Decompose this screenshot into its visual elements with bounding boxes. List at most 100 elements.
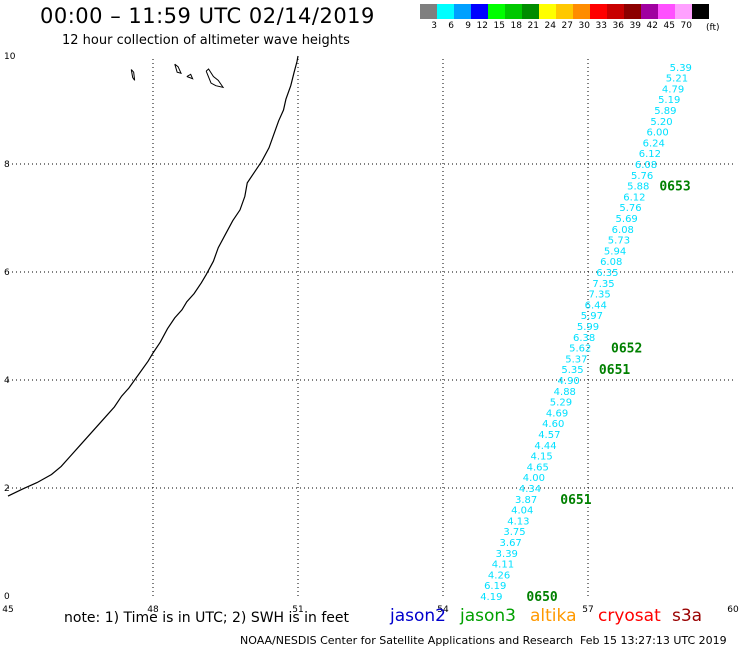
swh-value: 5.76	[619, 203, 641, 214]
swh-value: 6.08	[612, 225, 634, 236]
color-swatch	[488, 4, 505, 19]
color-swatch	[420, 4, 437, 19]
color-swatch	[505, 4, 522, 19]
island-outline	[130, 69, 136, 81]
color-swatch-label: 3	[431, 21, 437, 31]
time-label: 0651	[599, 363, 630, 378]
x-tick-label: 48	[147, 605, 159, 615]
color-swatch	[573, 4, 590, 19]
legend-altika: altika	[530, 606, 577, 626]
swh-value: 5.19	[658, 95, 680, 106]
swh-value: 5.97	[581, 311, 603, 322]
swh-value: 3.67	[500, 538, 522, 549]
color-swatch-label: 70	[680, 21, 692, 31]
swh-value: 4.11	[492, 560, 514, 571]
time-label: 0652	[611, 342, 642, 357]
color-swatch-label: 24	[544, 21, 556, 31]
swh-value: 5.39	[670, 63, 692, 74]
x-tick-label: 57	[582, 605, 593, 615]
footer-credit: NOAA/NESDIS Center for Satellite Applica…	[240, 634, 574, 647]
color-scale-swatches	[420, 4, 709, 19]
color-swatch	[437, 4, 454, 19]
color-swatch	[658, 4, 675, 19]
swh-value: 4.13	[507, 516, 529, 527]
page-title: 00:00 – 11:59 UTC 02/14/2019	[40, 4, 375, 28]
swh-value: 5.94	[604, 246, 626, 257]
island-outline	[205, 68, 225, 89]
island-outline	[174, 63, 182, 75]
swh-value: 6.12	[639, 149, 661, 160]
swh-value: 4.26	[488, 570, 510, 581]
y-tick-label: 4	[4, 376, 10, 386]
swh-value: 5.29	[550, 398, 572, 409]
color-swatch-label: 45	[663, 21, 675, 31]
y-tick-label: 0	[4, 592, 10, 602]
swh-value: 4.44	[534, 441, 556, 452]
swh-value: 5.88	[627, 182, 649, 193]
color-swatch	[675, 4, 692, 19]
legend-jason2: jason2	[390, 606, 446, 626]
color-swatch-label: 39	[629, 21, 641, 31]
y-tick-label: 8	[4, 160, 10, 170]
y-tick-label: 2	[4, 484, 10, 494]
swh-value: 6.38	[573, 333, 595, 344]
legend-s3a: s3a	[672, 606, 703, 626]
swh-value: 4.69	[546, 408, 568, 419]
swh-value: 3.75	[503, 527, 525, 538]
swh-value: 5.99	[577, 322, 599, 333]
color-swatch	[471, 4, 488, 19]
color-swatch	[607, 4, 624, 19]
color-swatch	[522, 4, 539, 19]
y-tick-label: 10	[4, 52, 16, 62]
color-swatch	[624, 4, 641, 19]
swh-value: 4.90	[558, 376, 580, 387]
swh-value: 4.57	[538, 430, 560, 441]
color-swatch-label: 6	[448, 21, 454, 31]
color-swatch-label: 15	[493, 21, 505, 31]
x-tick-label: 60	[727, 605, 739, 615]
color-swatch	[556, 4, 573, 19]
swh-value: 4.65	[527, 462, 549, 473]
note-text: note: 1) Time is in UTC; 2) SWH is in fe…	[64, 610, 350, 626]
color-swatch	[590, 4, 607, 19]
x-tick-label: 51	[292, 605, 303, 615]
x-tick-label: 54	[437, 605, 449, 615]
y-tick-label: 6	[4, 268, 10, 278]
swh-value: 5.35	[561, 365, 583, 376]
swh-value: 7.35	[592, 279, 614, 290]
swh-value: 6.00	[646, 128, 668, 139]
coastline	[7, 55, 299, 497]
color-swatch-label: 42	[646, 21, 658, 31]
color-scale-unit: (ft)	[706, 23, 720, 33]
swh-value: 5.21	[666, 74, 688, 85]
swh-value: 6.08	[600, 257, 622, 268]
swh-value: 6.24	[643, 138, 665, 149]
swh-value: 3.39	[496, 549, 518, 560]
swh-value: 6.44	[585, 300, 607, 311]
swh-value: 5.62	[569, 344, 591, 355]
color-swatch	[641, 4, 658, 19]
swh-value: 5.69	[616, 214, 638, 225]
legend-cryosat: cryosat	[598, 606, 661, 626]
color-swatch-label: 12	[476, 21, 488, 31]
color-swatch-label: 21	[527, 21, 539, 31]
swh-value: 5.73	[608, 236, 630, 247]
color-swatch-label: 30	[578, 21, 590, 31]
swh-value: 3.87	[515, 495, 537, 506]
swh-value: 4.34	[519, 484, 541, 495]
swh-value: 6.35	[596, 268, 618, 279]
time-label: 0650	[526, 590, 557, 605]
swh-value: 4.15	[530, 452, 552, 463]
color-swatch-label: 33	[595, 21, 607, 31]
color-swatch-label: 18	[510, 21, 522, 31]
swh-value: 6.19	[484, 581, 506, 592]
island-outline	[186, 73, 194, 80]
swh-value: 4.04	[511, 506, 533, 517]
swh-value: 7.35	[588, 290, 610, 301]
time-label: 0653	[659, 180, 690, 195]
color-swatch	[539, 4, 556, 19]
x-tick-label: 45	[2, 605, 13, 615]
color-scale: 3 6 9 12 15 18 21 24 27 30 33 36 39 42 45 70 (ft)	[420, 4, 720, 34]
swh-value: 4.60	[542, 419, 564, 430]
